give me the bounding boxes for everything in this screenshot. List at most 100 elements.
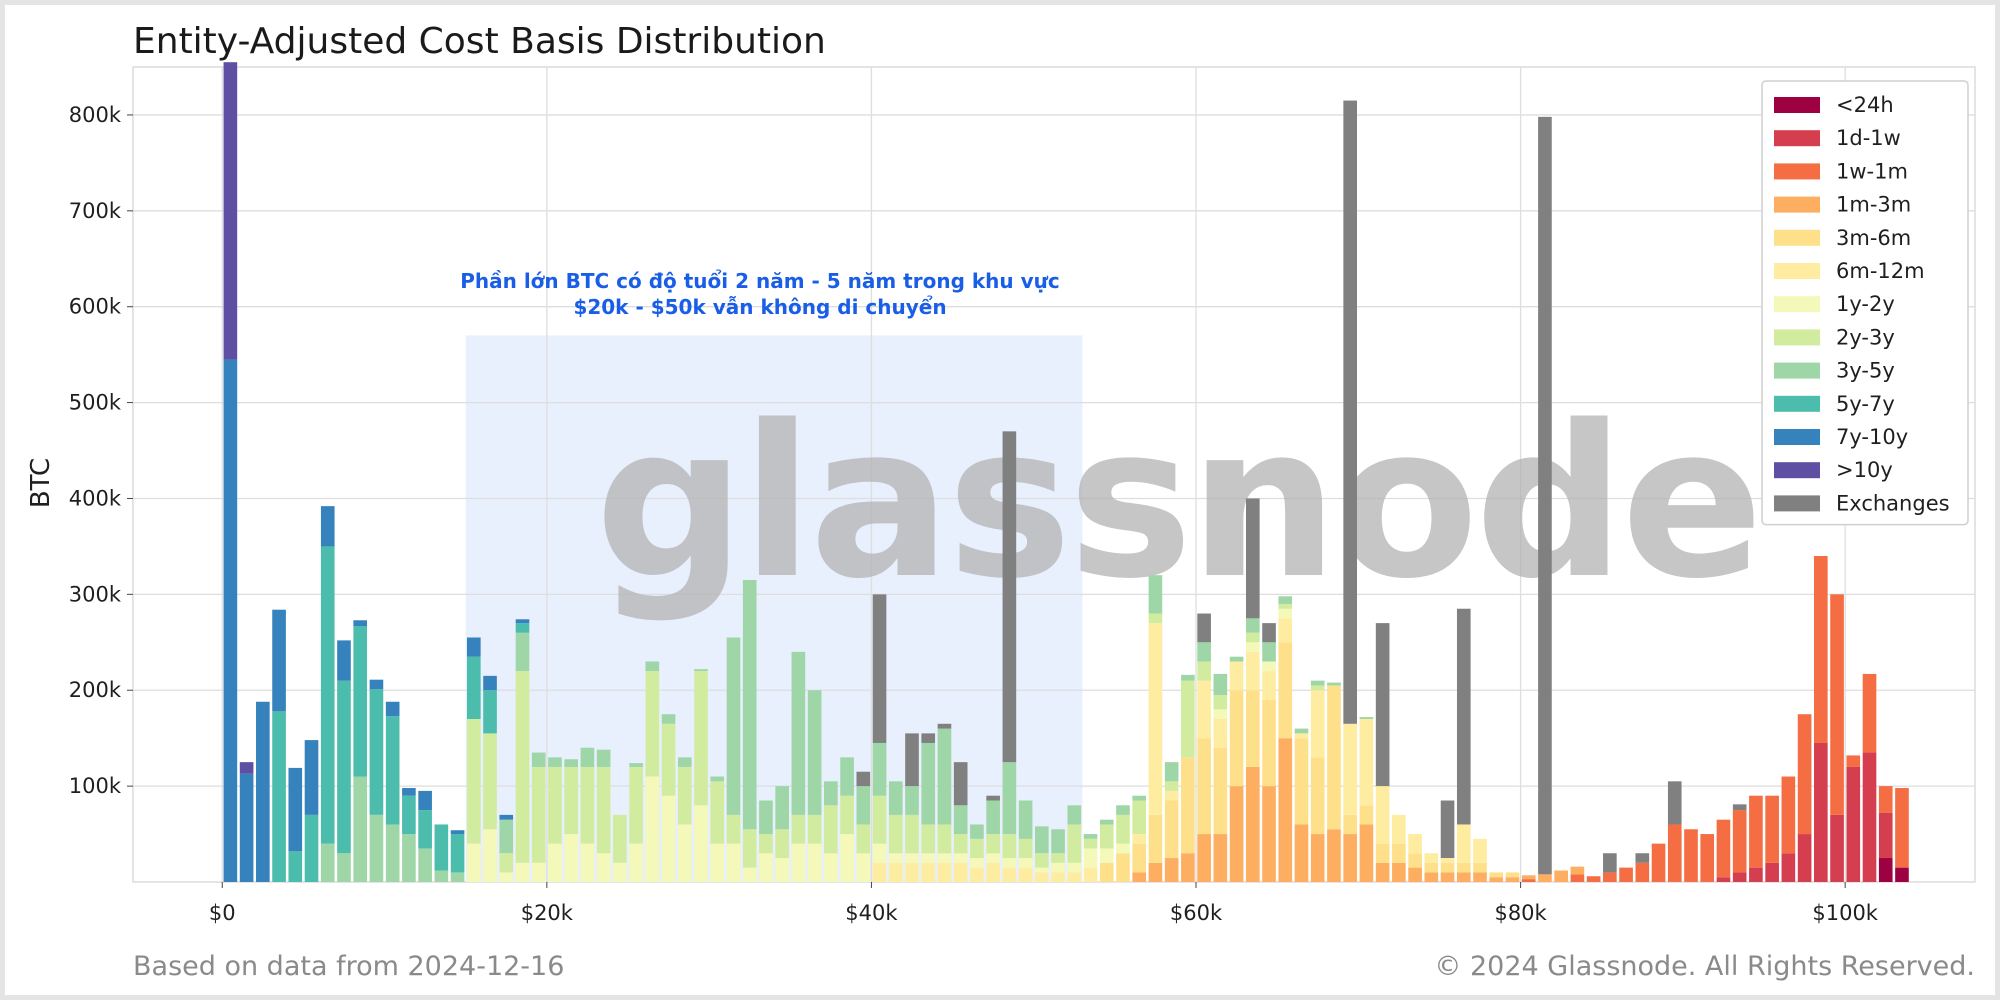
- x-tick-label: $0: [209, 901, 236, 925]
- bar-segment: [1635, 862, 1650, 882]
- bar-segment: [888, 853, 903, 863]
- bar-segment: [1148, 575, 1163, 614]
- bar-stack: [742, 579, 757, 882]
- legend-label: 7y-10y: [1836, 425, 1908, 449]
- bar-segment: [223, 359, 238, 882]
- bar-segment: [1197, 834, 1211, 882]
- bar-segment: [531, 862, 546, 882]
- bar-stack: [677, 757, 692, 882]
- x-tick-label: $60k: [1170, 901, 1223, 925]
- bar-segment: [937, 853, 952, 863]
- bar-segment: [1018, 800, 1033, 839]
- bar-segment: [1375, 862, 1390, 882]
- bar-segment: [1132, 843, 1147, 873]
- legend-label: 3m-6m: [1836, 226, 1911, 250]
- bar-segment: [905, 814, 919, 854]
- bar-segment: [1814, 742, 1828, 882]
- bar-segment: [1797, 834, 1812, 882]
- bar-segment: [1099, 819, 1114, 825]
- bar-stack: [1635, 853, 1650, 882]
- bar-stack: [223, 62, 238, 882]
- bar-stack: [1538, 116, 1552, 882]
- bar-segment: [1570, 866, 1585, 875]
- y-tick-label: 100k: [69, 774, 122, 798]
- bar-segment: [1505, 872, 1520, 878]
- bar-segment: [1310, 690, 1325, 758]
- bar-segment: [986, 853, 1000, 863]
- bar-segment: [466, 843, 481, 882]
- bar-stack: [239, 762, 254, 882]
- bar-segment: [1327, 829, 1341, 882]
- bar-stack: [1651, 843, 1666, 882]
- bar-stack: [337, 640, 351, 882]
- bar-stack: [1310, 680, 1325, 882]
- bar-segment: [645, 671, 660, 777]
- bar-segment: [1343, 834, 1357, 882]
- bar-segment: [953, 862, 968, 882]
- bar-stack: [1619, 867, 1633, 882]
- bar-segment: [710, 776, 725, 782]
- bar-segment: [1814, 556, 1828, 743]
- bar-segment: [872, 795, 887, 844]
- bar-segment: [1067, 872, 1082, 882]
- legend-item: 1d-1w: [1774, 126, 1901, 150]
- bar-stack: [1846, 755, 1861, 882]
- legend-box: [1761, 80, 1969, 526]
- bar-segment: [791, 843, 806, 882]
- bar-segment: [937, 862, 952, 882]
- bar-stack: [694, 669, 708, 882]
- bar-segment: [742, 579, 757, 830]
- bar-segment: [1327, 682, 1341, 686]
- y-axis-label: BTC: [26, 458, 56, 508]
- bar-segment: [1392, 843, 1406, 863]
- bar-segment: [970, 824, 984, 839]
- bar-segment: [1245, 642, 1260, 652]
- bar-segment: [921, 853, 936, 863]
- bar-segment: [694, 671, 708, 806]
- legend: <24h 1d-1w 1w-1m 1m-3m 3m-6m 6m-12m 1y-2y 2y-3y…: [1761, 80, 1969, 526]
- bar-stack: [613, 814, 627, 882]
- bar-stack: [872, 594, 887, 882]
- legend-swatch: [1774, 97, 1820, 113]
- bar-segment: [1424, 872, 1439, 882]
- bar-segment: [1262, 786, 1276, 882]
- bar-segment: [1213, 709, 1228, 719]
- bar-segment: [1456, 824, 1471, 863]
- legend-item: 5y-7y: [1774, 392, 1895, 416]
- bar-segment: [402, 834, 416, 882]
- bar-stack: [1505, 872, 1520, 882]
- bar-segment: [1310, 757, 1325, 835]
- bar-segment: [921, 824, 936, 854]
- bar-segment: [1099, 824, 1114, 849]
- legend-swatch: [1774, 263, 1820, 279]
- legend-label: 1y-2y: [1836, 292, 1895, 316]
- bar-segment: [402, 788, 416, 796]
- bar-segment: [1667, 781, 1682, 825]
- y-tick-label: 600k: [69, 295, 122, 319]
- bar-stack: [645, 661, 660, 882]
- bar-segment: [726, 814, 741, 844]
- bar-stack: [1586, 876, 1601, 882]
- bar-segment: [1440, 858, 1455, 863]
- bar-segment: [1538, 116, 1552, 875]
- bar-segment: [759, 800, 773, 835]
- bar-segment: [1262, 661, 1276, 672]
- bar-segment: [1067, 805, 1082, 825]
- bar-segment: [499, 853, 514, 873]
- bar-segment: [499, 814, 514, 820]
- legend-item: 1m-3m: [1774, 193, 1911, 217]
- bar-stack: [1781, 776, 1796, 882]
- bar-segment: [1603, 872, 1617, 882]
- bar-segment: [1700, 834, 1715, 882]
- bar-segment: [450, 872, 465, 882]
- bar-stack: [1521, 875, 1536, 882]
- bar-stack: [1765, 795, 1779, 882]
- bar-stack: [629, 763, 643, 882]
- bar-segment: [548, 843, 562, 882]
- bar-segment: [1197, 738, 1211, 835]
- bar-segment: [1521, 879, 1536, 882]
- bar-segment: [1489, 877, 1504, 882]
- bar-segment: [791, 651, 806, 815]
- bar-segment: [759, 853, 773, 882]
- bar-stack: [1035, 826, 1049, 882]
